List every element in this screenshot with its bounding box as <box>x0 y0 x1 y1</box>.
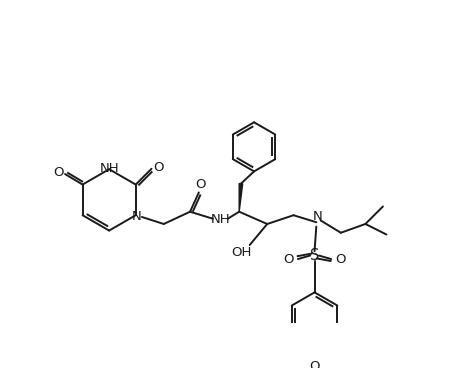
Text: O: O <box>153 162 164 174</box>
Polygon shape <box>239 184 243 212</box>
Text: N: N <box>312 210 322 223</box>
Text: O: O <box>335 254 346 266</box>
Text: O: O <box>283 254 293 266</box>
Text: NH: NH <box>211 213 231 226</box>
Text: O: O <box>195 178 206 191</box>
Text: NH: NH <box>99 162 119 175</box>
Text: S: S <box>310 248 319 263</box>
Text: OH: OH <box>231 245 252 259</box>
Text: N: N <box>132 210 141 223</box>
Text: O: O <box>54 166 64 179</box>
Text: O: O <box>309 360 320 368</box>
